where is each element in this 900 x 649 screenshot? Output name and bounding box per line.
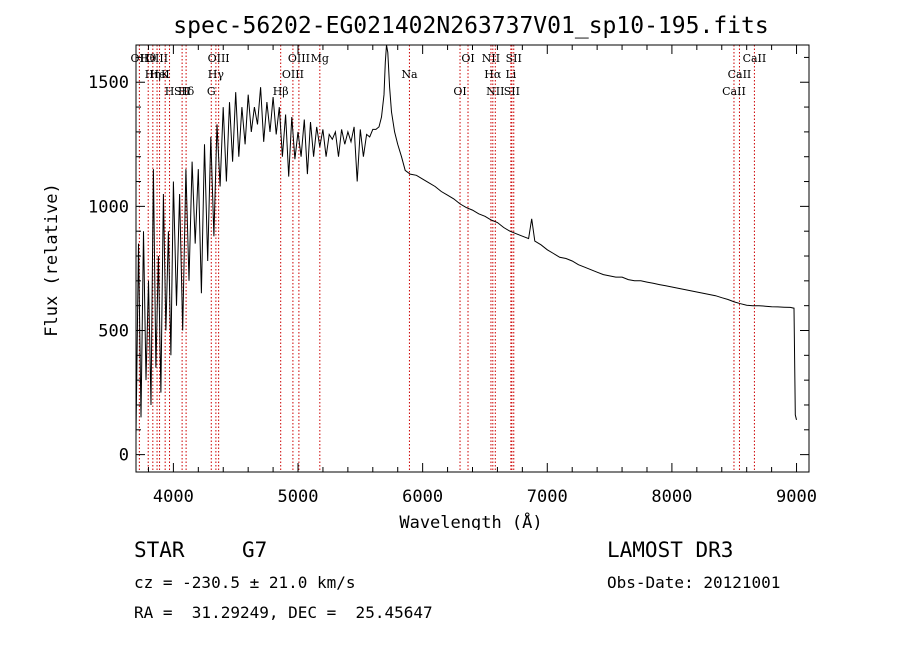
x-tick-label: 4000: [153, 487, 194, 507]
line-label: CaII: [722, 85, 746, 98]
object-class: STAR: [134, 538, 185, 562]
line-label: OIII: [288, 52, 310, 65]
object-subclass: G7: [242, 538, 268, 562]
redshift-velocity: cz = -230.5 ± 21.0 km/s: [134, 573, 356, 592]
line-label: K: [161, 68, 170, 81]
line-label: CaII: [743, 52, 767, 65]
line-label: OII: [131, 52, 149, 65]
line-label: OI: [461, 52, 474, 65]
x-tick-label: 8000: [651, 487, 692, 507]
line-label: OIII: [146, 52, 168, 65]
line-label: SII: [504, 85, 520, 98]
spectral-line-markers: [138, 45, 755, 472]
y-tick-label: 0: [119, 446, 129, 466]
line-label: OIII: [282, 68, 304, 81]
observation-date: Obs-Date: 20121001: [607, 573, 781, 592]
line-label: Mg: [311, 52, 329, 65]
spectrum-series-line: [135, 44, 797, 435]
y-tick-label: 500: [98, 321, 129, 341]
y-tick-label: 1000: [88, 197, 129, 217]
x-axis-label: Wavelength (Å): [399, 511, 542, 530]
line-label: Hγ: [208, 68, 225, 81]
axis-ticks: 4000 5000 6000 7000 8000 9000 0 500 1000 1500: [88, 45, 817, 507]
line-label: HeI: [149, 68, 169, 81]
line-label: G: [207, 85, 216, 98]
line-label: Hβ: [273, 85, 289, 98]
line-label: OI: [453, 85, 466, 98]
line-label: NII: [482, 52, 500, 65]
line-label: CaII: [728, 68, 752, 81]
y-axis-label: Flux (relative): [42, 183, 62, 337]
line-label: H: [165, 85, 175, 98]
line-label: SII: [506, 52, 522, 65]
chart-title: spec-56202-EG021402N263737V01_sp10-195.f…: [173, 13, 768, 39]
sky-coordinates: RA = 31.29249, DEC = 25.45647: [134, 603, 433, 622]
line-label: Hδ: [178, 85, 195, 98]
line-label: Hθ: [140, 52, 157, 65]
line-label: Li: [505, 68, 516, 81]
line-label: Hη: [145, 68, 161, 81]
line-label: Hα: [484, 68, 502, 81]
x-tick-label: 5000: [278, 487, 319, 507]
line-label: NII: [486, 85, 504, 98]
survey-name: LAMOST DR3: [607, 538, 734, 562]
y-tick-label: 1500: [88, 73, 129, 93]
x-tick-label: 6000: [402, 487, 443, 507]
x-tick-label: 7000: [527, 487, 568, 507]
line-label: Na: [401, 68, 418, 81]
x-tick-label: 9000: [776, 487, 817, 507]
line-label: OIII: [208, 52, 230, 65]
line-label: SII: [174, 85, 190, 98]
